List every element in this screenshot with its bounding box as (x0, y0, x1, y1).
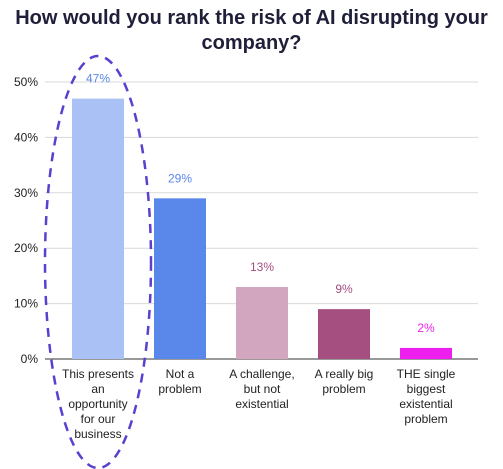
highlight-ellipse (43, 54, 153, 469)
x-tick-label: Not a problem (158, 367, 201, 396)
bar (72, 98, 124, 360)
bar (318, 309, 370, 359)
y-tick-label: 10% (14, 297, 38, 311)
bar (236, 286, 288, 359)
x-tick-label: A challenge, but not existential (229, 367, 294, 411)
bar (400, 347, 452, 359)
y-tick-label: 50% (14, 75, 38, 89)
data-label: 13% (250, 260, 274, 274)
bar (154, 198, 206, 359)
data-label: 9% (335, 282, 353, 296)
chart-title: How would you rank the risk of AI disrup… (15, 7, 488, 54)
data-label: 47% (86, 72, 110, 86)
data-label: 29% (168, 171, 192, 185)
x-tick-label: This presents an opportunity for our busines… (62, 367, 134, 441)
y-tick-label: 20% (14, 241, 38, 255)
x-tick-label: A really big problem (315, 367, 374, 396)
x-tick-label: THE single biggest existential problem (397, 367, 456, 426)
y-tick-label: 40% (14, 130, 38, 144)
y-tick-label: 30% (14, 186, 38, 200)
y-tick-label: 0% (21, 352, 39, 366)
data-label: 2% (417, 321, 435, 335)
